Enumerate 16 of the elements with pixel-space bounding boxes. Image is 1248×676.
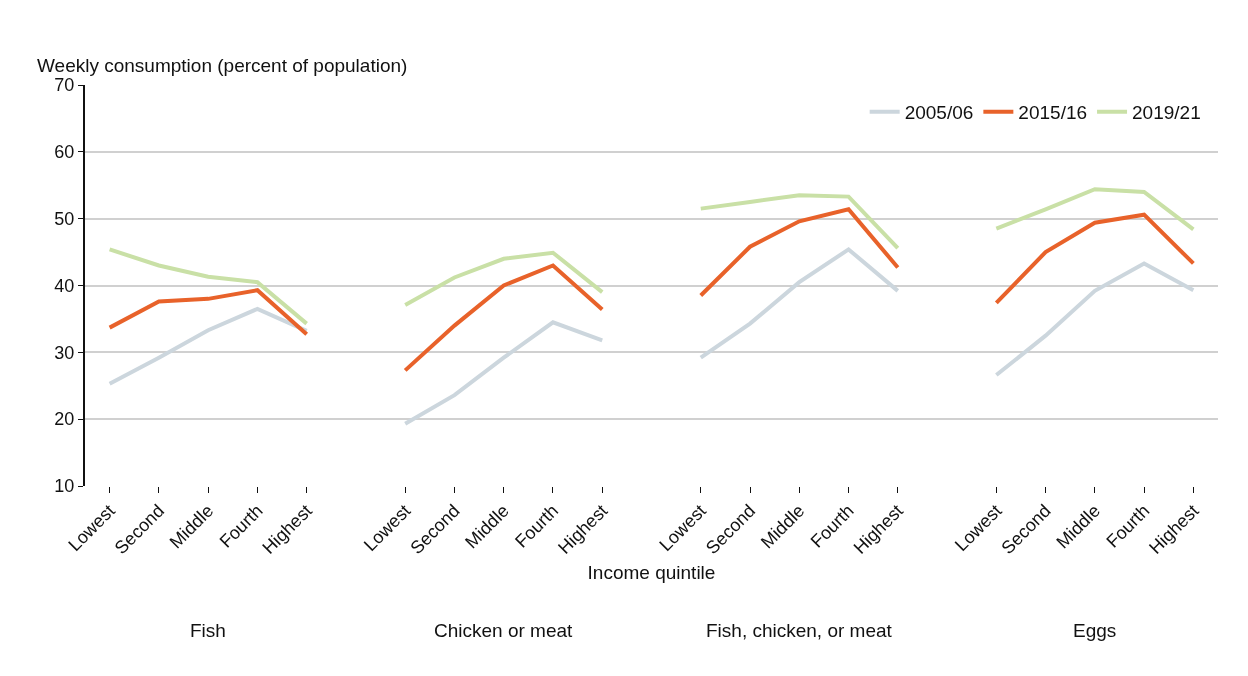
y-axis-title: Weekly consumption (percent of population) [37,55,408,76]
legend-label: 2019/21 [1132,102,1201,124]
y-tick-label: 50 [54,208,75,229]
text: Chicken or meat [434,620,574,641]
text: Fish [190,620,226,641]
y-tick-label: 70 [54,75,75,96]
text: Fish, chicken, or meat [706,620,893,641]
y-tick-label: 40 [54,275,75,296]
y-tick-label: 10 [54,476,75,497]
y-tick-label: 30 [54,342,75,363]
legend-label: 2015/16 [1018,102,1088,124]
text: Eggs [1073,620,1117,641]
y-tick-label: 20 [54,409,75,430]
x-axis-title: Income quintile [587,561,716,583]
legend-label: 2005/06 [904,102,974,124]
y-tick-label: 60 [54,142,75,163]
